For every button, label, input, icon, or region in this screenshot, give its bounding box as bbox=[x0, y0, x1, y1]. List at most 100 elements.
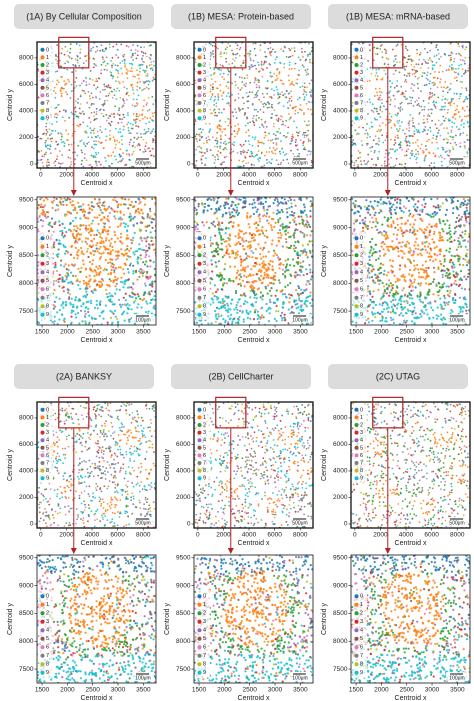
cell-dot bbox=[120, 139, 123, 142]
cell-dot bbox=[194, 199, 197, 202]
cell-dot bbox=[219, 205, 222, 208]
cell-dot bbox=[267, 266, 270, 269]
cell-dot bbox=[126, 77, 129, 79]
cell-dot bbox=[195, 321, 198, 324]
cell-dot bbox=[85, 159, 88, 162]
cell-dot bbox=[84, 92, 86, 95]
cell-dot bbox=[99, 256, 102, 259]
cell-dot bbox=[134, 52, 137, 55]
cell-dot bbox=[132, 144, 134, 147]
cell-dot bbox=[221, 300, 224, 303]
cell-dot bbox=[228, 137, 231, 140]
cell-dot bbox=[249, 244, 252, 247]
cell-dot bbox=[238, 159, 241, 162]
cell-dot bbox=[270, 139, 272, 142]
cell-dot bbox=[381, 102, 383, 105]
cell-dot bbox=[430, 112, 433, 115]
cell-dot bbox=[370, 150, 373, 153]
cell-dot bbox=[119, 131, 122, 134]
cell-dot bbox=[459, 142, 462, 145]
cell-dot bbox=[79, 309, 83, 312]
cell-dot bbox=[288, 79, 290, 82]
cell-dot bbox=[110, 113, 113, 115]
cell-dot bbox=[95, 107, 98, 110]
cell-dot bbox=[288, 221, 292, 224]
cell-dot bbox=[148, 147, 150, 150]
cell-dot bbox=[53, 162, 55, 164]
cell-dot bbox=[450, 131, 453, 134]
cell-dot bbox=[149, 117, 152, 119]
cell-dot bbox=[109, 309, 112, 312]
cell-dot bbox=[397, 112, 399, 115]
cell-dot bbox=[244, 156, 247, 159]
cell-dot bbox=[308, 61, 311, 64]
cell-dot bbox=[373, 151, 376, 154]
cell-dot bbox=[457, 73, 460, 76]
cell-dot bbox=[128, 304, 131, 307]
cell-dot bbox=[135, 250, 139, 253]
cell-dot bbox=[145, 66, 148, 69]
cell-dot bbox=[222, 72, 225, 75]
cell-dot bbox=[117, 266, 120, 269]
cell-dot bbox=[288, 293, 291, 296]
cell-dot bbox=[118, 153, 121, 156]
cell-dot bbox=[305, 197, 308, 200]
cell-dot bbox=[254, 79, 257, 81]
cell-dot bbox=[262, 316, 265, 319]
cell-dot bbox=[100, 131, 103, 134]
cell-dot bbox=[282, 301, 285, 305]
cell-dot bbox=[126, 123, 128, 126]
cell-dot bbox=[260, 118, 263, 121]
cell-dot bbox=[111, 258, 114, 261]
cell-dot bbox=[48, 134, 51, 137]
cell-dot bbox=[255, 68, 258, 70]
cell-dot bbox=[103, 60, 106, 63]
cell-dot bbox=[415, 69, 417, 72]
cell-dot bbox=[451, 64, 453, 66]
cell-dot bbox=[417, 102, 420, 105]
cell-dot bbox=[146, 277, 150, 281]
cell-dot bbox=[283, 316, 286, 319]
cell-dot bbox=[88, 321, 91, 324]
cell-dot bbox=[61, 276, 64, 279]
cell-dot bbox=[127, 94, 130, 97]
cell-dot bbox=[218, 108, 221, 111]
cell-dot bbox=[299, 299, 302, 303]
cell-dot bbox=[408, 102, 411, 105]
cell-dot bbox=[232, 150, 235, 153]
cell-dot bbox=[275, 114, 277, 117]
cell-dot bbox=[130, 85, 133, 87]
cell-dot bbox=[105, 230, 108, 233]
cell-dot bbox=[148, 291, 151, 294]
cell-dot bbox=[89, 127, 92, 130]
cell-dot bbox=[228, 256, 231, 259]
cell-dot bbox=[243, 54, 246, 57]
cell-dot bbox=[268, 132, 270, 135]
cell-dot bbox=[215, 265, 218, 268]
cell-dot bbox=[53, 86, 56, 89]
cell-dot bbox=[262, 68, 264, 71]
cell-dot bbox=[308, 240, 311, 243]
cell-dot bbox=[303, 209, 306, 212]
cell-dot bbox=[70, 161, 72, 163]
cell-dot bbox=[426, 140, 428, 143]
cell-dot bbox=[145, 65, 148, 68]
cell-dot bbox=[413, 126, 416, 129]
cell-dot bbox=[233, 65, 236, 68]
cell-dot bbox=[406, 61, 408, 64]
cell-dot bbox=[91, 79, 94, 81]
cell-dot bbox=[216, 154, 219, 156]
cell-dot bbox=[92, 244, 95, 247]
cell-dot bbox=[310, 202, 313, 205]
cell-dot bbox=[98, 314, 101, 318]
cell-dot bbox=[398, 147, 401, 149]
cell-dot bbox=[290, 149, 292, 152]
cell-dot bbox=[379, 116, 382, 118]
cell-dot bbox=[102, 222, 105, 225]
cell-dot bbox=[355, 133, 358, 136]
cell-dot bbox=[152, 60, 155, 63]
cell-dot bbox=[98, 252, 101, 255]
cell-dot bbox=[284, 233, 287, 236]
cell-dot bbox=[400, 44, 403, 46]
cell-dot bbox=[154, 274, 156, 277]
